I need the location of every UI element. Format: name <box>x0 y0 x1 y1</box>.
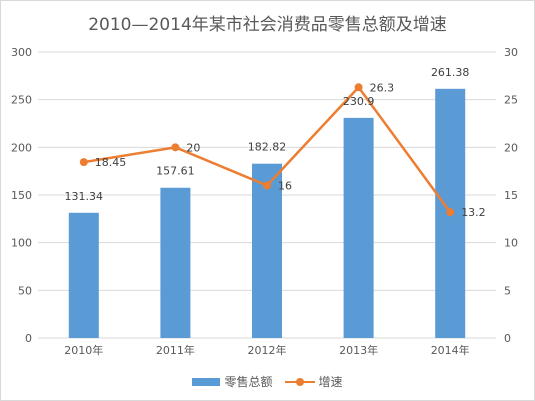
bar-value-label: 261.38 <box>431 66 470 79</box>
bar <box>160 187 191 338</box>
legend-label-retail: 零售总额 <box>224 375 273 389</box>
legend-swatch-bar <box>192 377 221 386</box>
bar-value-label: 230.9 <box>343 95 375 108</box>
x-tick-label: 2014年 <box>431 343 470 357</box>
bar-series <box>68 88 466 338</box>
line-point <box>79 158 88 167</box>
axis-ticks: 0 0 50 5 100 10 150 15 200 20 250 25 300 30 2010年 2011年… <box>11 46 518 357</box>
line-value-label: 20 <box>186 141 200 154</box>
bar <box>252 163 282 338</box>
chart-title: 2010—2014年某市社会消费品零售总额及增速 <box>88 15 447 35</box>
x-tick-label: 2012年 <box>248 343 287 357</box>
y-left-tick-label: 200 <box>11 141 32 154</box>
line-point <box>171 143 180 152</box>
legend-swatch-line <box>284 377 315 387</box>
y-right-tick-label: 30 <box>504 46 518 59</box>
line-point <box>263 181 271 190</box>
y-left-tick-label: 50 <box>18 284 32 297</box>
line-value-label: 26.3 <box>370 81 395 94</box>
bar-value-label: 182.82 <box>248 141 287 154</box>
bar-value-label: 157.61 <box>156 165 195 178</box>
bar <box>68 212 99 338</box>
y-right-tick-label: 25 <box>504 94 518 107</box>
line-point <box>354 83 363 92</box>
bar <box>343 117 374 338</box>
y-right-tick-label: 15 <box>504 189 518 202</box>
legend-item-retail[interactable]: 零售总额 <box>192 373 273 390</box>
bar-value-label: 131.34 <box>65 190 104 203</box>
legend-label-growth: 增速 <box>318 375 343 389</box>
y-left-tick-label: 100 <box>11 237 32 250</box>
x-tick-label: 2011年 <box>156 343 195 357</box>
y-right-tick-label: 10 <box>504 237 518 250</box>
line-point <box>446 208 455 217</box>
line-series <box>79 83 455 217</box>
y-left-tick-label: 150 <box>11 189 32 202</box>
legend-item-growth[interactable]: 增速 <box>284 373 343 390</box>
line-value-label: 13.2 <box>461 206 486 219</box>
line-value-label: 18.45 <box>95 156 127 169</box>
y-right-tick-label: 0 <box>504 332 511 345</box>
y-left-tick-label: 250 <box>11 94 32 107</box>
legend: 零售总额 增速 <box>0 373 535 390</box>
line-value-label: 16 <box>278 179 292 192</box>
x-tick-label: 2010年 <box>64 343 103 357</box>
y-right-tick-label: 20 <box>504 141 518 154</box>
y-right-tick-label: 5 <box>504 284 511 297</box>
x-tick-label: 2013年 <box>339 343 378 357</box>
y-left-tick-label: 300 <box>11 46 32 59</box>
data-labels: 131.34 157.61 182.82 230.9 261.38 18.45 20 16 26… <box>65 66 486 219</box>
y-left-tick-label: 0 <box>25 332 32 345</box>
